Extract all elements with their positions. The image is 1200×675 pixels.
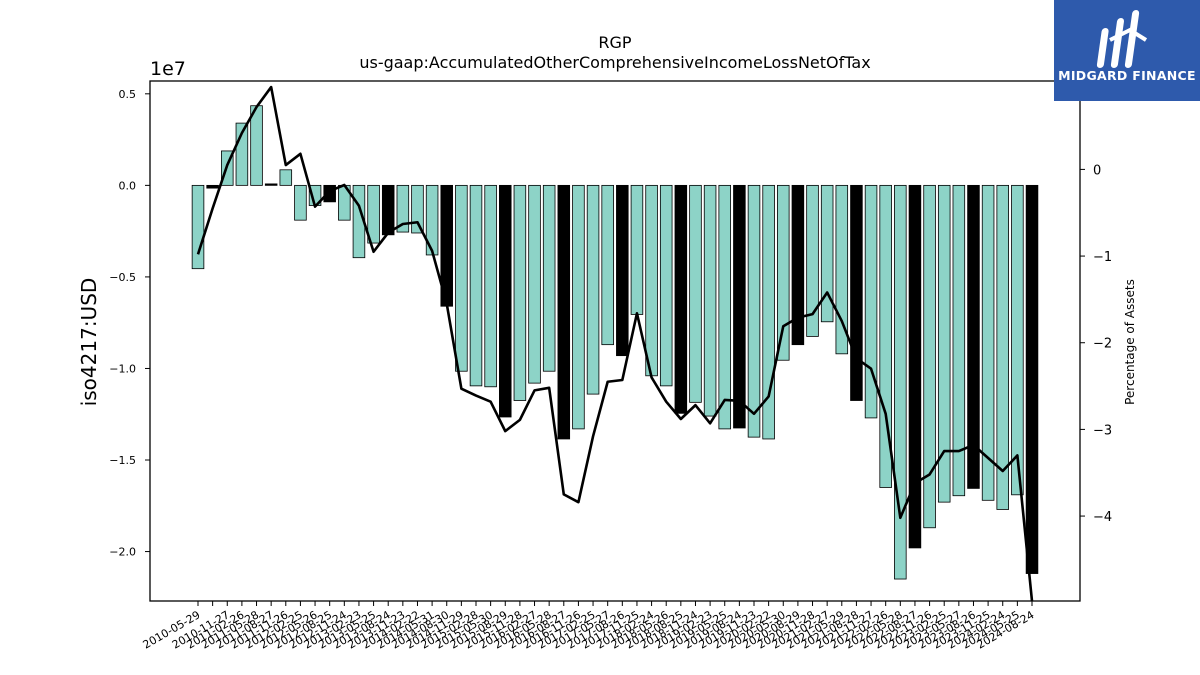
bar (513, 184, 527, 401)
bar (894, 184, 907, 580)
bar (367, 184, 380, 244)
bar (967, 184, 980, 489)
bar (455, 184, 468, 372)
bar (806, 184, 819, 337)
logo-mark-icon (1096, 10, 1148, 68)
bar (996, 184, 1009, 510)
bar (630, 184, 644, 315)
axes-layer: 0.50.0−0.5−1.0−1.5−2.010−1−2−3−42010-05-… (109, 77, 1112, 652)
bar (733, 184, 746, 429)
bar (923, 184, 936, 529)
bar (835, 184, 849, 355)
bar (689, 184, 702, 403)
bar (659, 184, 673, 387)
y-tick-label: −1.0 (109, 362, 136, 375)
chart-title: RGP (598, 33, 632, 52)
chart-subtitle: us-gaap:AccumulatedOtherComprehensiveInc… (359, 53, 870, 72)
y2-axis-label: Percentage of Assets (1123, 279, 1137, 405)
bar (572, 184, 585, 430)
bar (820, 184, 834, 323)
bar (381, 184, 395, 236)
bar (557, 184, 571, 440)
bars-layer (191, 105, 1039, 580)
bar (747, 184, 761, 438)
bar (411, 184, 424, 234)
bar (864, 184, 878, 419)
bar (601, 184, 614, 346)
y2-tick-label: −4 (1093, 510, 1112, 525)
bar (586, 184, 600, 395)
bar (206, 184, 219, 189)
y-tick-label: 0.5 (119, 88, 137, 101)
bar (235, 122, 249, 186)
bar (1025, 184, 1039, 574)
bar (191, 184, 205, 270)
bar (879, 184, 892, 488)
bar (777, 184, 790, 361)
bar (674, 184, 688, 414)
bar (718, 184, 731, 430)
bar (542, 184, 556, 372)
bar (469, 184, 483, 387)
bar (952, 184, 966, 497)
bar (762, 184, 775, 440)
bar (616, 184, 629, 357)
line-layer (196, 85, 1034, 602)
y-tick-label: −2.0 (109, 546, 136, 559)
logo-text: MIDGARD FINANCE (1058, 68, 1196, 83)
bar (528, 184, 541, 384)
y-tick-label: −0.5 (109, 271, 136, 284)
y2-tick-label: −2 (1093, 337, 1112, 352)
bar (250, 105, 263, 186)
bar (937, 184, 951, 503)
bar (396, 184, 410, 233)
y2-tick-label: −3 (1093, 423, 1112, 438)
bar (484, 184, 497, 388)
brand-logo: MIDGARD FINANCE (1054, 0, 1200, 101)
bar (323, 184, 336, 203)
bar (499, 184, 512, 418)
bar (645, 184, 658, 377)
bar (279, 169, 293, 186)
percentage-line (196, 85, 1034, 602)
bar (850, 184, 863, 401)
y-tick-label: −1.5 (109, 454, 136, 467)
bar (264, 183, 278, 186)
bar (908, 184, 922, 549)
y2-tick-label: 0 (1093, 163, 1101, 178)
bar (981, 184, 995, 501)
bar (703, 184, 717, 417)
bar (294, 184, 307, 221)
y-axis-scale-label: 1e7 (150, 58, 186, 80)
plot-frame (149, 80, 1081, 602)
bar (1011, 184, 1024, 496)
y2-tick-label: −1 (1093, 250, 1112, 265)
y-axis-label: iso4217:USD (77, 278, 101, 407)
bar (791, 184, 805, 346)
y-tick-label: 0.0 (119, 179, 137, 192)
